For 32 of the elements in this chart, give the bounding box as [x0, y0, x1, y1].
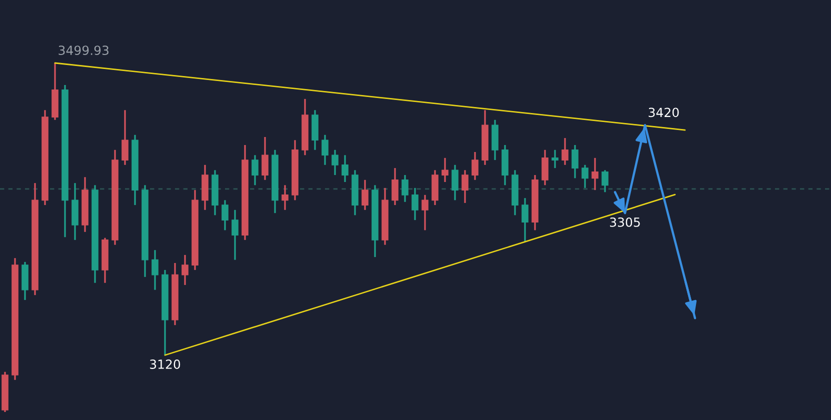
annotation: 3499.93 [58, 46, 108, 56]
candlestick [472, 151, 478, 181]
annotation: 3305 [610, 217, 640, 227]
annotation: 3120 [150, 360, 180, 369]
candlestick [522, 197, 528, 243]
candlestick [562, 137, 568, 166]
candlestick [412, 187, 418, 221]
candlestick [542, 149, 548, 186]
candlestick [402, 174, 408, 203]
candlestick [552, 149, 558, 169]
candlestick [422, 194, 428, 232]
candlestick [252, 154, 258, 186]
candlestick [122, 109, 128, 166]
candlestick [362, 179, 368, 211]
candlestick [582, 164, 588, 189]
candlestick [392, 167, 398, 206]
candlestick [572, 144, 578, 180]
candlestick [152, 249, 158, 291]
candlestick [442, 157, 448, 183]
candlestick [462, 169, 468, 204]
candlestick [222, 199, 228, 232]
candlestick [182, 254, 188, 286]
candlestick [602, 169, 608, 193]
annotation: 3420 [648, 108, 679, 118]
candlestick [592, 157, 598, 191]
candlestick [332, 149, 338, 176]
candlestick [282, 184, 288, 211]
candlestick [232, 209, 238, 261]
candlestick [322, 134, 328, 166]
candlestick [342, 154, 348, 183]
candlestick [262, 136, 268, 181]
candlestick [452, 164, 458, 201]
